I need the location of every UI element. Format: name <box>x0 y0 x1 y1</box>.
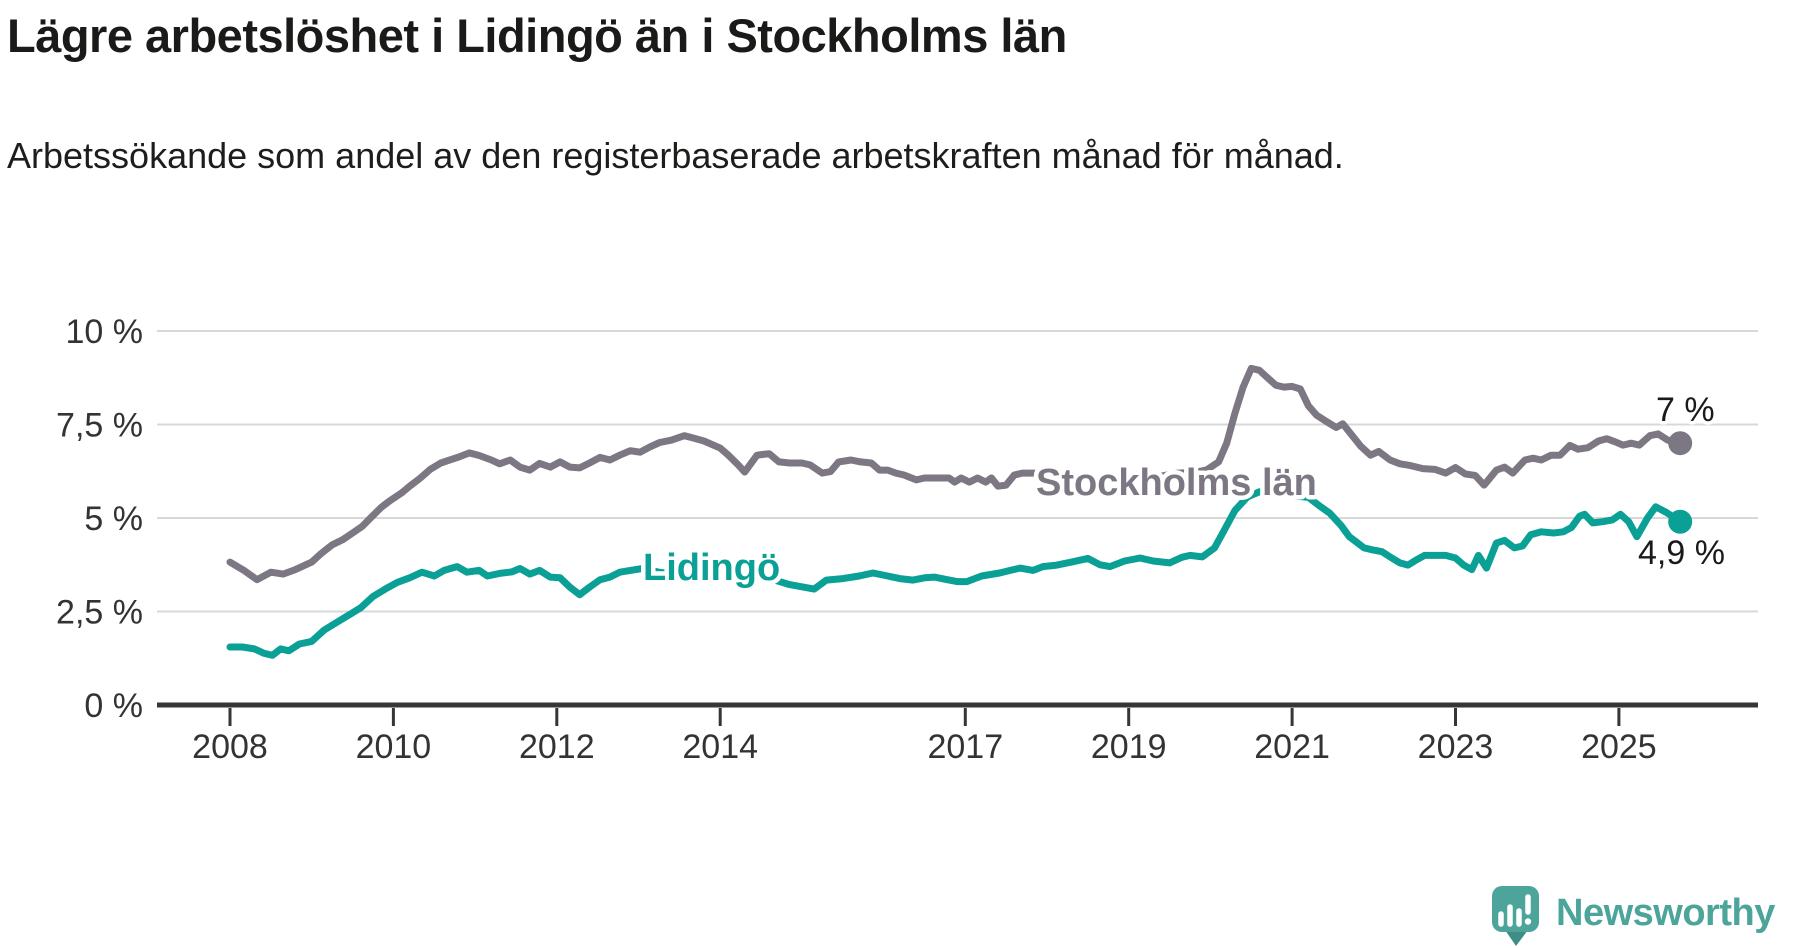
series-labels: Stockholms län Lidingö <box>639 458 1322 594</box>
x-axis-tick-label: 2021 <box>1254 728 1330 766</box>
end-label-lidingo: 4,9 % <box>1638 534 1725 572</box>
x-axis-tick-label: 2019 <box>1091 728 1167 766</box>
x-axis-tick-label: 2014 <box>682 728 758 766</box>
y-axis-label: 0 % <box>84 687 143 725</box>
newsworthy-logo-icon <box>1492 886 1539 946</box>
endpoint-dots <box>1668 431 1693 534</box>
newsworthy-logo-text: Newsworthy <box>1556 892 1775 934</box>
x-axis-tick-label: 2008 <box>192 728 268 766</box>
page-title: Lägre arbetslöshet i Lidingö än i Stockh… <box>7 9 1067 62</box>
x-axis-tick-label: 2010 <box>356 728 432 766</box>
series-label-stockholms-lan: Stockholms län <box>1036 462 1317 504</box>
x-axis-tick-label: 2023 <box>1418 728 1494 766</box>
series-label-lidingo: Lidingö <box>643 547 780 589</box>
series-line-stockholms-l-n <box>226 364 1684 584</box>
end-label-stockholms-lan: 7 % <box>1656 391 1715 429</box>
y-axis-label: 10 % <box>66 313 144 351</box>
series-lines <box>226 364 1684 659</box>
series-line-liding- <box>226 487 1684 659</box>
y-axis-label: 5 % <box>84 500 143 538</box>
chart-subtitle: Arbetssökande som andel av den registerb… <box>7 135 1344 176</box>
x-axis-tick-label: 2017 <box>927 728 1003 766</box>
endpoint-dot-liding- <box>1668 509 1693 534</box>
x-axis-tick-label: 2025 <box>1581 728 1657 766</box>
y-axis-label: 7,5 % <box>56 407 143 445</box>
axes: 2008 2010 2012 2014 2017 2019 2021 2023 2025 <box>157 702 1758 766</box>
end-value-labels: 7 % 4,9 % <box>1635 388 1729 576</box>
gridlines: 0 % 2,5 % 5 % 7,5 % 10 % <box>56 313 1758 725</box>
endpoint-dot-stockholms-l-n <box>1668 431 1693 456</box>
y-axis-label: 2,5 % <box>56 594 143 632</box>
x-axis-tick-label: 2012 <box>519 728 595 766</box>
newsworthy-logo: Newsworthy <box>1492 886 1776 946</box>
